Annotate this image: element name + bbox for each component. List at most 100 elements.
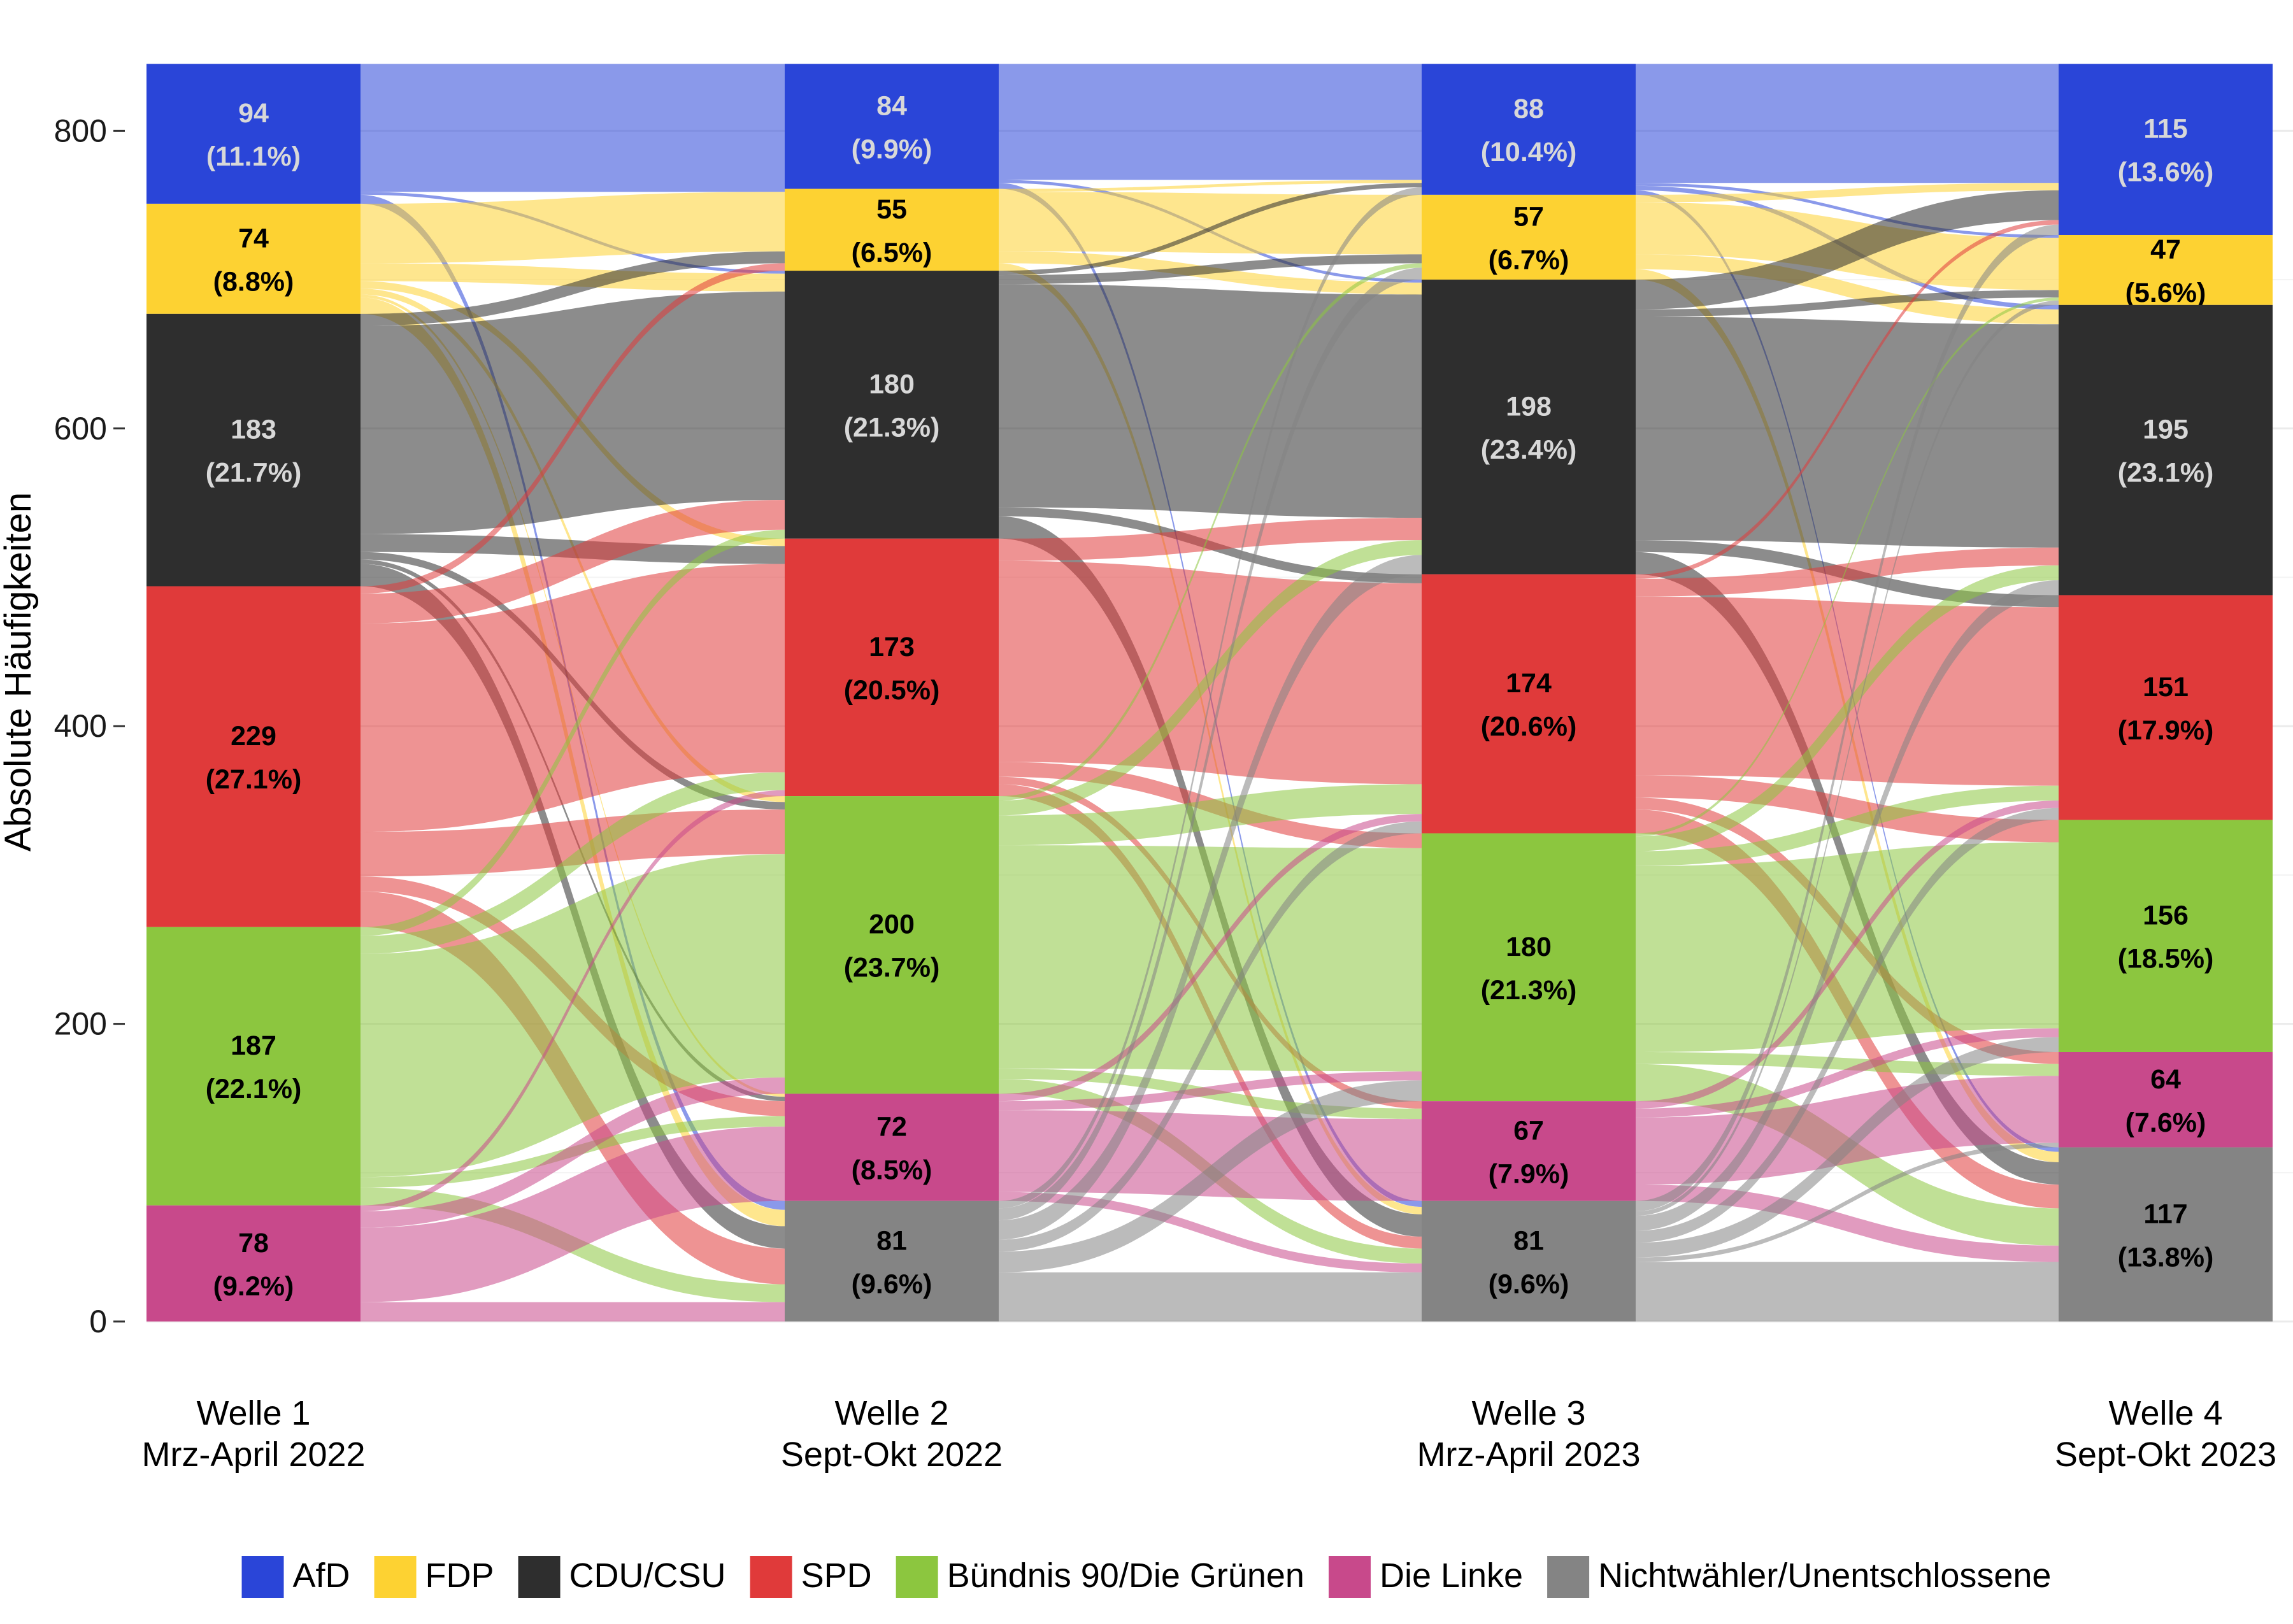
node-cdu-csu (2059, 304, 2273, 595)
flow-die-linke-to-die-linke (361, 1126, 785, 1302)
node-cdu-csu (146, 313, 361, 587)
legend-label: CDU/CSU (569, 1556, 726, 1595)
flow-die-linke-to-nichtwähler-unentschlossene (1636, 1184, 2059, 1262)
flow-spd-to-cdu-csu (361, 499, 785, 623)
node-percent-label: (6.5%) (852, 238, 932, 268)
flow-die-linke-to-spd (1636, 801, 2059, 1109)
flow-nichtwähler-unentschlossene-to-nichtwähler-unentschlossene (1636, 1262, 2059, 1321)
node-fdp (2059, 234, 2273, 305)
y-axis: 0 200 400 600 800 (54, 113, 125, 1339)
node-percent-label: (23.1%) (2118, 458, 2214, 488)
flow-cdu-csu-to-fdp (999, 254, 1422, 285)
x-axis-label-wave-1: Welle 1 (196, 1394, 310, 1432)
node-die-linke (2059, 1052, 2273, 1148)
flow-afd-to-fdp (1636, 183, 2059, 238)
flow-nichtwähler-unentschlossene-to-nichtwähler-unentschlossene (999, 1272, 1422, 1321)
legend-label: Nichtwähler/Unentschlossene (1598, 1556, 2051, 1595)
flow-spd-to-spd (1636, 596, 2059, 786)
node-count-label: 47 (2150, 234, 2181, 265)
wave-4-column: 115 (13.6%) 47 (5.6%) 195 (23.1%) 151 (17.9%) 15… (2059, 64, 2273, 1321)
node-count-label: 183 (231, 415, 276, 445)
legend: AfD FDP CDU/CSU SPD Bündnis 90/Die Grünen Die… (241, 1556, 2051, 1598)
node-count-label: 187 (231, 1030, 276, 1061)
x-axis-label-wave-2: Welle 2 (834, 1394, 948, 1432)
node-percent-label: (22.1%) (206, 1074, 302, 1104)
node-count-label: 81 (1513, 1225, 1544, 1256)
y-tick-label: 800 (54, 113, 107, 148)
node-percent-label: (7.6%) (2125, 1108, 2206, 1138)
node-die-linke (785, 1093, 999, 1201)
flow-spd-to-spd (361, 564, 785, 832)
flow-fdp-to-afd (1636, 183, 2059, 203)
node-fdp (785, 189, 999, 271)
flow-nichtwähler-unentschlossene-to-bündnis-90-die-grünen (1636, 1037, 2059, 1258)
node-count-label: 67 (1513, 1115, 1544, 1146)
flow-nichtwähler-unentschlossene-to-bündnis-90-die-grünen (999, 1080, 1422, 1272)
flow-afd-to-afd (1636, 64, 2059, 183)
node-cdu-csu (1422, 280, 1636, 574)
flow-bündnis-90-die-grünen-to-spd (361, 772, 785, 954)
node-percent-label: (6.7%) (1489, 245, 1569, 275)
node-count-label: 151 (2143, 672, 2189, 702)
flow-bündnis-90-die-grünen-to-spd (999, 784, 1422, 846)
flow-die-linke-to-spd (361, 790, 785, 1212)
node-count-label: 88 (1513, 94, 1544, 124)
node-count-label: 74 (238, 223, 269, 253)
x-axis-label-wave-3: Welle 3 (1471, 1394, 1585, 1432)
node-percent-label: (9.9%) (852, 134, 932, 164)
flow-cdu-csu-to-afd (1636, 190, 2059, 310)
legend-swatch (896, 1556, 938, 1598)
flow-nichtwähler-unentschlossene-to-fdp (1636, 300, 2059, 1216)
legend-swatch (241, 1556, 284, 1598)
flow-fdp-to-afd (999, 180, 1422, 192)
legend-label: FDP (425, 1556, 494, 1595)
wave-1-column: 94 (11.1%) 74 (8.8%) 183 (21.7%) 229 (27.1%) 187… (146, 64, 361, 1321)
flow-afd-to-fdp (361, 189, 785, 192)
y-tick-label: 200 (54, 1006, 107, 1042)
node-count-label: 55 (876, 194, 907, 225)
node-bündnis-90-die-grünen (785, 796, 999, 1094)
node-percent-label: (27.1%) (206, 764, 302, 795)
node-percent-label: (18.5%) (2118, 944, 2214, 974)
node-count-label: 115 (2143, 114, 2187, 145)
node-fdp (1422, 194, 1636, 280)
node-count-label: 64 (2150, 1064, 2181, 1095)
flow-bündnis-90-die-grünen-to-fdp (1636, 297, 2059, 837)
flow-afd-to-afd (361, 64, 785, 189)
node-afd (2059, 64, 2273, 235)
node-spd (2059, 595, 2273, 820)
node-count-label: 180 (1506, 932, 1552, 962)
node-fdp (146, 203, 361, 314)
node-spd (146, 586, 361, 927)
node-spd (785, 538, 999, 797)
flow-afd-to-afd (999, 64, 1422, 180)
wave-3-column: 88 (10.4%) 57 (6.7%) 198 (23.4%) 174 (20.6%) 180… (1422, 64, 1636, 1321)
legend-item-cdu-csu: CDU/CSU (518, 1556, 726, 1598)
node-percent-label: (20.5%) (844, 675, 940, 706)
node-percent-label: (23.4%) (1481, 434, 1577, 465)
node-afd (785, 64, 999, 189)
flow-die-linke-to-die-linke (999, 1110, 1422, 1201)
node-count-label: 156 (2143, 901, 2189, 931)
flow-bündnis-90-die-grünen-to-fdp (999, 263, 1422, 801)
legend-swatch (1547, 1556, 1590, 1598)
flow-bündnis-90-die-grünen-to-cdu-csu (1636, 565, 2059, 851)
node-count-label: 174 (1506, 668, 1552, 699)
node-cdu-csu (785, 271, 999, 539)
flow-nichtwähler-unentschlossene-to-fdp (999, 267, 1422, 1221)
node-bündnis-90-die-grünen (2059, 820, 2273, 1053)
flow-bündnis-90-die-grünen-to-spd (1636, 785, 2059, 866)
node-percent-label: (23.7%) (844, 953, 940, 983)
node-die-linke (1422, 1101, 1636, 1201)
node-bündnis-90-die-grünen (1422, 833, 1636, 1102)
node-count-label: 180 (869, 369, 915, 399)
legend-label: Die Linke (1380, 1556, 1523, 1595)
flow-fdp-to-fdp (999, 192, 1422, 255)
legend-item-fdp: FDP (374, 1556, 494, 1598)
x-axis-sublabel-wave-4: Sept-Okt 2023 (2055, 1435, 2276, 1474)
legend-item-afd: AfD (241, 1556, 350, 1598)
node-spd (1422, 574, 1636, 834)
y-tick-label: 600 (54, 411, 107, 446)
node-nichtwähler-unentschlossene (1422, 1200, 1636, 1321)
